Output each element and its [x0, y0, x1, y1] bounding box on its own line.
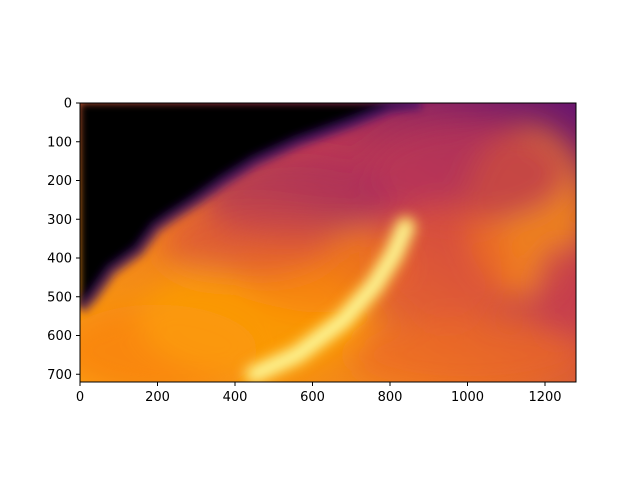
- y-tick-label: 100: [47, 135, 72, 150]
- y-tick-label: 700: [47, 368, 72, 383]
- x-tick-label: 200: [145, 390, 170, 405]
- x-tick-label: 1000: [451, 390, 484, 405]
- x-tick-label: 800: [378, 390, 403, 405]
- dark-region: [80, 103, 421, 309]
- y-tick-label: 500: [47, 290, 72, 305]
- blob-mid-left: [161, 207, 332, 278]
- heatmap-plot-area: [80, 103, 576, 382]
- dark-region-fringe: [80, 103, 422, 314]
- y-tick-label: 600: [47, 329, 72, 344]
- y-tick-label: 400: [47, 252, 72, 267]
- axes: 0 200 400 600 800 1000 1200 0 100 200 300 400 500 60…: [47, 97, 577, 405]
- plot-frame: [79, 102, 577, 383]
- x-tick-label: 400: [223, 390, 248, 405]
- ridge-core: [249, 222, 411, 380]
- y-tick-label: 200: [47, 174, 72, 189]
- blob-right-edge: [533, 242, 576, 336]
- y-tick-label: 300: [47, 213, 72, 228]
- y-axis-ticks: 0 100 200 300 400 500 600 700: [47, 97, 80, 383]
- x-tick-label: 1200: [528, 390, 561, 405]
- blob-bottom-right: [351, 320, 576, 382]
- x-tick-label: 600: [300, 390, 325, 405]
- x-axis-ticks: 0 200 400 600 800 1000 1200: [76, 382, 562, 405]
- bright-ridge: [243, 216, 417, 382]
- blob-upper-right: [366, 122, 569, 224]
- y-tick-label: 0: [64, 97, 72, 112]
- x-tick-label: 0: [76, 390, 84, 405]
